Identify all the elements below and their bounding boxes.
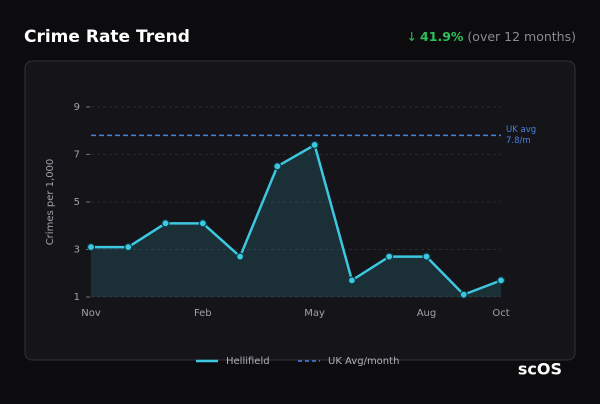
- data-point: [347, 276, 357, 285]
- data-point: [124, 242, 133, 252]
- data-point: [235, 252, 245, 261]
- data-point: [198, 219, 207, 228]
- series-area: [91, 144, 501, 297]
- chart-title: Crime Rate Trend: [24, 27, 190, 47]
- change-value: 41.9%: [420, 29, 464, 44]
- x-tick-label: May: [304, 308, 325, 319]
- data-point: [310, 140, 319, 150]
- data-point: [459, 290, 468, 299]
- y-tick-label: 7: [74, 149, 80, 160]
- data-point: [273, 162, 282, 171]
- series-line: [91, 143, 502, 296]
- legend-label: UK Avg/month: [328, 356, 399, 367]
- y-axis-label: Crimes per 1,000: [45, 159, 56, 246]
- data-point: [385, 252, 394, 261]
- y-tick-label: 1: [74, 292, 80, 303]
- x-tick-label: Nov: [81, 308, 101, 319]
- x-tick-label: Feb: [194, 308, 212, 319]
- watermark: scOS: [518, 360, 562, 379]
- change-summary: ↓ 41.9% (over 12 months): [407, 29, 576, 44]
- data-point: [161, 219, 170, 228]
- reference-label: UK avg: [506, 125, 536, 135]
- x-tick-label: Aug: [417, 308, 437, 319]
- data-point: [422, 252, 431, 261]
- data-point: [496, 276, 506, 285]
- change-note: (over 12 months): [467, 29, 576, 44]
- y-tick-label: 3: [74, 244, 80, 255]
- x-tick-label: Oct: [492, 308, 509, 319]
- y-tick-label: 9: [74, 102, 80, 113]
- data-point: [86, 242, 96, 252]
- y-tick-label: 5: [74, 197, 80, 208]
- reference-label: 7.8/m: [506, 136, 531, 146]
- legend-label: Hellifield: [226, 356, 270, 367]
- change-arrow: ↓: [407, 29, 417, 44]
